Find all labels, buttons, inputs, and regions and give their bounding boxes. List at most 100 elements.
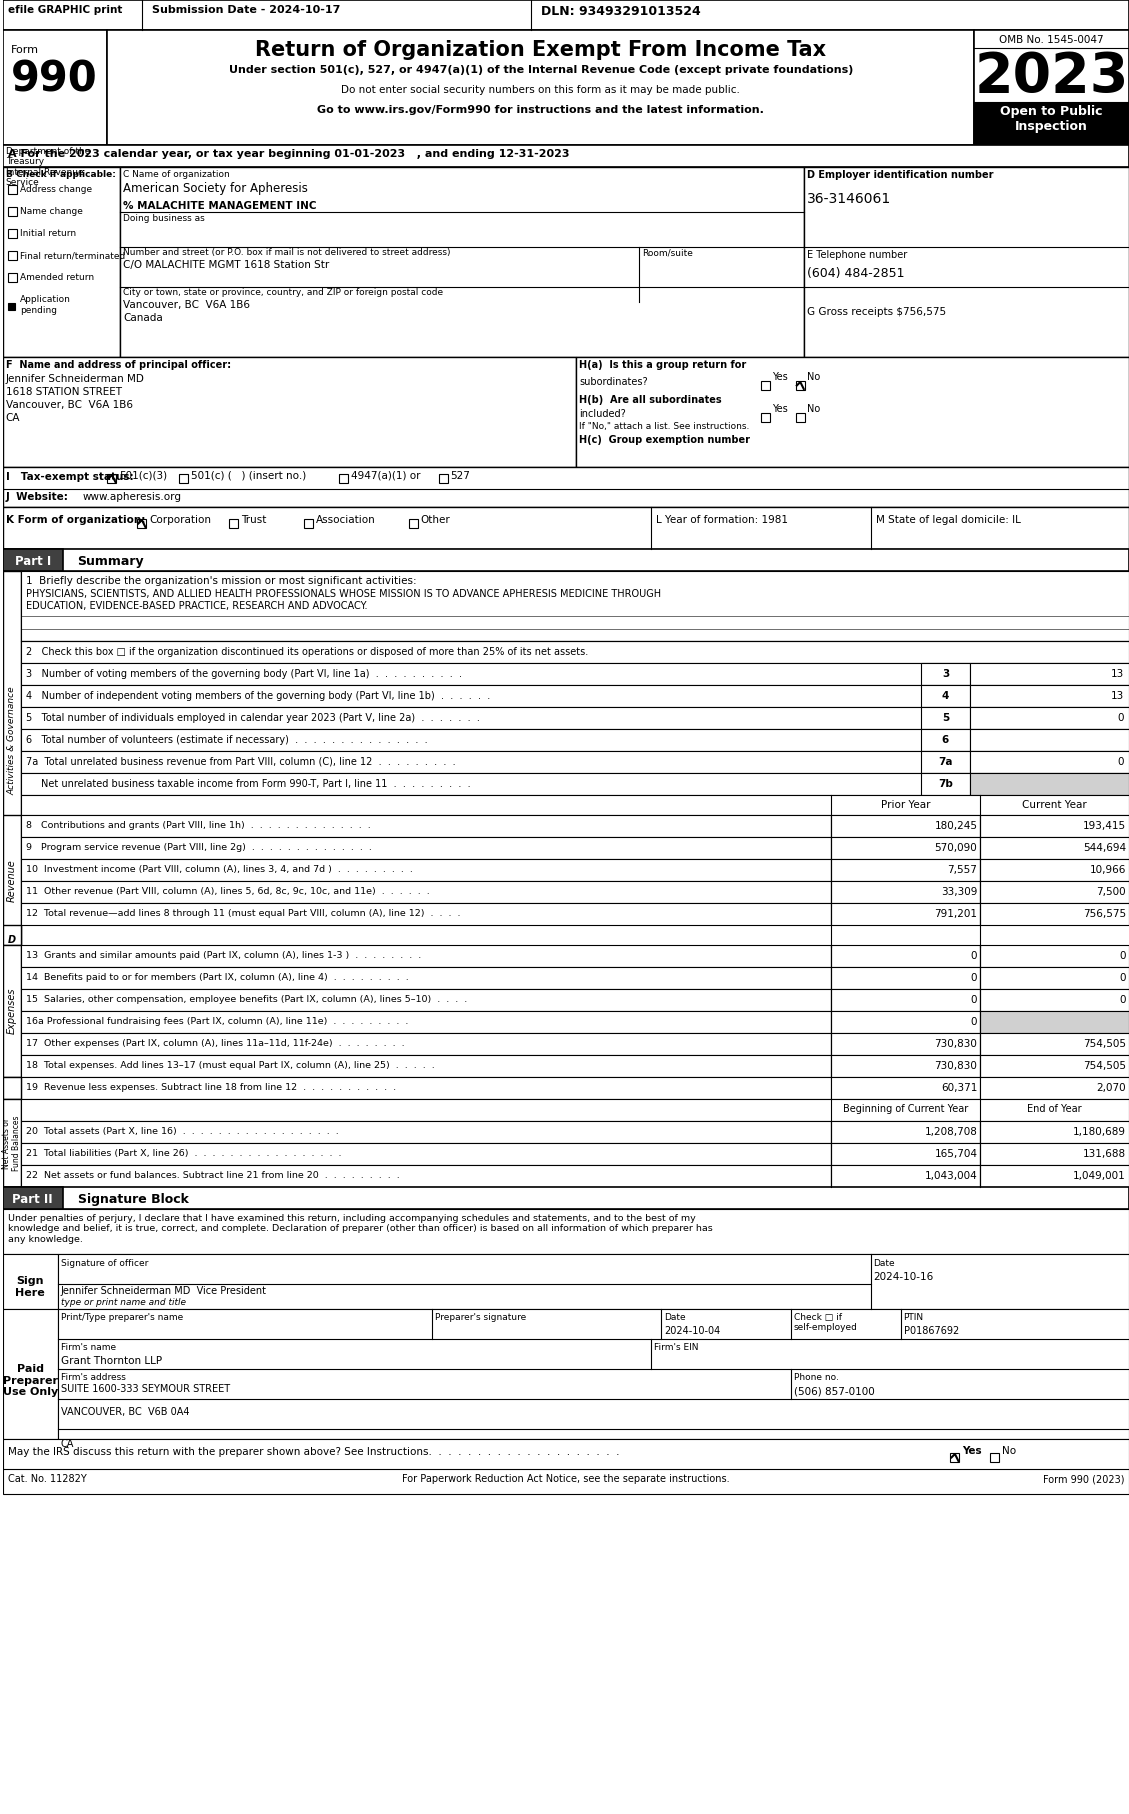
Text: 570,090: 570,090: [935, 844, 978, 853]
Text: 36-3146061: 36-3146061: [807, 192, 891, 207]
Bar: [980, 1078, 1129, 1099]
Bar: [58, 1310, 1129, 1439]
Text: Under penalties of perjury, I declare that I have examined this return, includin: Under penalties of perjury, I declare th…: [8, 1214, 712, 1244]
Bar: [20, 1165, 831, 1186]
Bar: [796, 414, 805, 423]
Text: Date: Date: [874, 1259, 895, 1268]
Text: 990: 990: [10, 58, 97, 100]
Text: Do not enter social security numbers on this form as it may be made public.: Do not enter social security numbers on …: [341, 85, 741, 94]
Bar: [980, 967, 1129, 989]
Text: 2   Check this box □ if the organization discontinued its operations or disposed: 2 Check this box □ if the organization d…: [26, 648, 588, 657]
Text: 19  Revenue less expenses. Subtract line 18 from line 12  .  .  .  .  .  .  .  .: 19 Revenue less expenses. Subtract line …: [26, 1083, 396, 1092]
Text: type or print name and title: type or print name and title: [61, 1299, 185, 1308]
Text: 17  Other expenses (Part IX, column (A), lines 11a–11d, 11f-24e)  .  .  .  .  . : 17 Other expenses (Part IX, column (A), …: [26, 1039, 404, 1048]
Bar: [761, 414, 770, 423]
Bar: [180, 473, 189, 483]
Text: 2024-10-16: 2024-10-16: [874, 1272, 934, 1282]
Text: 7a: 7a: [938, 756, 953, 767]
Text: Net unrelated business taxable income from Form 990-T, Part I, line 11  .  .  . : Net unrelated business taxable income fr…: [41, 778, 471, 789]
Bar: [20, 903, 831, 925]
Bar: [20, 1010, 831, 1032]
Text: 165,704: 165,704: [935, 1148, 978, 1159]
Text: E Telephone number: E Telephone number: [807, 250, 907, 259]
Bar: [2, 0, 1129, 31]
Text: Preparer's signature: Preparer's signature: [435, 1313, 526, 1322]
Bar: [138, 519, 147, 528]
Text: Association: Association: [316, 515, 376, 524]
Text: CA: CA: [61, 1439, 75, 1449]
Text: 7b: 7b: [938, 778, 953, 789]
Bar: [920, 686, 971, 707]
Text: Doing business as: Doing business as: [123, 214, 205, 223]
Bar: [20, 945, 831, 967]
Text: 1,208,708: 1,208,708: [925, 1126, 978, 1137]
Text: Signature Block: Signature Block: [78, 1194, 189, 1206]
Bar: [980, 1165, 1129, 1186]
Bar: [107, 31, 974, 145]
Text: 20  Total assets (Part X, line 16)  .  .  .  .  .  .  .  .  .  .  .  .  .  .  . : 20 Total assets (Part X, line 16) . . . …: [26, 1126, 339, 1136]
Bar: [2, 1099, 20, 1186]
Text: No: No: [807, 372, 820, 383]
Text: Firm's name: Firm's name: [61, 1342, 115, 1351]
Bar: [920, 729, 971, 751]
Bar: [8, 207, 17, 216]
Text: C/O MALACHITE MGMT 1618 Station Str: C/O MALACHITE MGMT 1618 Station Str: [123, 259, 330, 270]
Bar: [20, 989, 831, 1010]
Text: 33,309: 33,309: [940, 887, 978, 896]
Bar: [2, 466, 1129, 506]
Text: 60,371: 60,371: [940, 1083, 978, 1094]
Bar: [2, 506, 1129, 550]
Text: 2024-10-04: 2024-10-04: [664, 1326, 720, 1335]
Text: PHYSICIANS, SCIENTISTS, AND ALLIED HEALTH PROFESSIONALS WHOSE MISSION IS TO ADVA: PHYSICIANS, SCIENTISTS, AND ALLIED HEALT…: [26, 590, 660, 611]
Text: 0: 0: [1120, 972, 1126, 983]
Text: 131,688: 131,688: [1083, 1148, 1126, 1159]
Text: Trust: Trust: [242, 515, 266, 524]
Text: OMB No. 1545-0047: OMB No. 1545-0047: [999, 34, 1104, 45]
Text: Net Assets or
Fund Balances: Net Assets or Fund Balances: [2, 1116, 21, 1170]
Text: 4947(a)(1) or: 4947(a)(1) or: [351, 472, 420, 481]
Text: H(b)  Are all subordinates: H(b) Are all subordinates: [579, 395, 721, 405]
Text: Vancouver, BC  V6A 1B6: Vancouver, BC V6A 1B6: [6, 401, 133, 410]
Bar: [576, 357, 1129, 466]
Bar: [107, 473, 116, 483]
Text: (506) 857-0100: (506) 857-0100: [794, 1386, 875, 1397]
Text: 10,966: 10,966: [1089, 865, 1126, 874]
Text: 1,180,689: 1,180,689: [1073, 1126, 1126, 1137]
Text: 501(c) (   ) (insert no.): 501(c) ( ) (insert no.): [191, 472, 306, 481]
Bar: [920, 773, 971, 795]
Bar: [20, 773, 1129, 795]
Bar: [20, 1143, 831, 1165]
Text: For Paperwork Reduction Act Notice, see the separate instructions.: For Paperwork Reduction Act Notice, see …: [402, 1475, 729, 1484]
Text: 13  Grants and similar amounts paid (Part IX, column (A), lines 1-3 )  .  .  .  : 13 Grants and similar amounts paid (Part…: [26, 951, 421, 960]
Text: 501(c)(3): 501(c)(3): [120, 472, 167, 481]
Text: 180,245: 180,245: [935, 822, 978, 831]
Text: Return of Organization Exempt From Income Tax: Return of Organization Exempt From Incom…: [255, 40, 826, 60]
Text: Room/suite: Room/suite: [642, 249, 693, 258]
Text: 0: 0: [971, 972, 978, 983]
Bar: [980, 1010, 1129, 1032]
Bar: [229, 519, 238, 528]
Text: 18  Total expenses. Add lines 13–17 (must equal Part IX, column (A), line 25)  .: 18 Total expenses. Add lines 13–17 (must…: [26, 1061, 435, 1070]
Text: (604) 484-2851: (604) 484-2851: [807, 267, 904, 279]
Bar: [971, 773, 1129, 795]
Text: A For the 2023 calendar year, or tax year beginning 01-01-2023   , and ending 12: A For the 2023 calendar year, or tax yea…: [8, 149, 569, 160]
Bar: [2, 571, 20, 911]
Text: 0: 0: [971, 951, 978, 961]
Text: 13: 13: [1111, 669, 1124, 678]
Text: 7,557: 7,557: [947, 865, 978, 874]
Text: No: No: [807, 405, 820, 415]
Text: I   Tax-exempt status:: I Tax-exempt status:: [6, 472, 133, 483]
Text: H(a)  Is this a group return for: H(a) Is this a group return for: [579, 359, 746, 370]
Bar: [2, 357, 576, 466]
Text: 13: 13: [1111, 691, 1124, 700]
Bar: [920, 751, 971, 773]
Text: City or town, state or province, country, and ZIP or foreign postal code: City or town, state or province, country…: [123, 288, 444, 297]
Text: 5   Total number of individuals employed in calendar year 2023 (Part V, line 2a): 5 Total number of individuals employed i…: [26, 713, 480, 724]
Bar: [974, 103, 1129, 145]
Bar: [831, 1121, 980, 1143]
Text: 4: 4: [942, 691, 949, 700]
Bar: [20, 729, 1129, 751]
Bar: [8, 229, 17, 238]
Bar: [980, 989, 1129, 1010]
Text: Vancouver, BC  V6A 1B6: Vancouver, BC V6A 1B6: [123, 299, 251, 310]
